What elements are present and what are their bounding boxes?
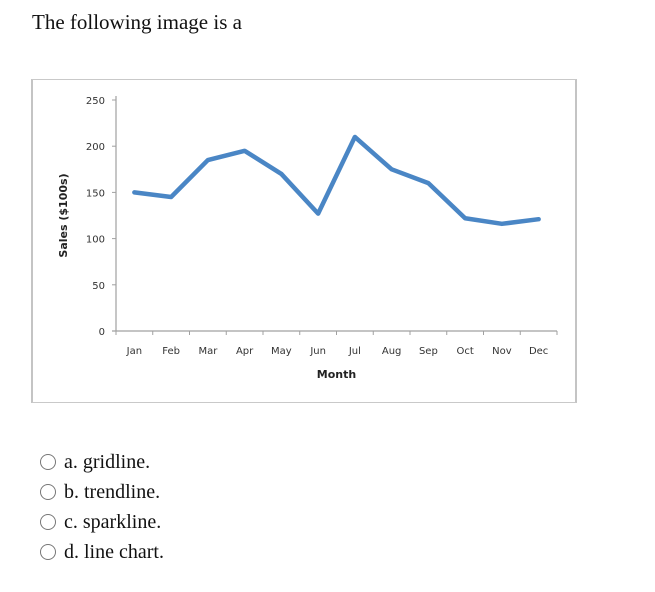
y-tick-label: 100 bbox=[86, 235, 105, 246]
x-tick-label: Nov bbox=[492, 346, 512, 357]
option-letter: c. bbox=[64, 510, 78, 533]
radio-button[interactable] bbox=[40, 484, 56, 500]
option-letter: a. bbox=[64, 450, 78, 473]
x-tick-label: Aug bbox=[382, 346, 402, 357]
x-tick-label: May bbox=[271, 346, 292, 357]
radio-button[interactable] bbox=[40, 514, 56, 530]
answer-options: a. gridline. b. trendline. c. sparkline.… bbox=[40, 447, 164, 567]
option-label: gridline. bbox=[82, 450, 151, 473]
y-tick-label: 150 bbox=[86, 188, 105, 199]
x-tick-label: Jan bbox=[126, 346, 142, 357]
y-axis-title: Sales ($100s) bbox=[57, 173, 70, 257]
y-tick-label: 50 bbox=[92, 281, 105, 292]
option-c[interactable]: c. sparkline. bbox=[40, 507, 164, 537]
x-tick-label: Dec bbox=[529, 346, 548, 357]
option-b[interactable]: b. trendline. bbox=[40, 477, 164, 507]
x-axis-title: Month bbox=[317, 368, 356, 381]
option-letter: d. bbox=[64, 540, 79, 563]
x-tick-label: Apr bbox=[236, 346, 254, 357]
x-tick-label: Sep bbox=[419, 346, 438, 357]
option-letter: b. bbox=[64, 480, 79, 503]
data-line bbox=[132, 134, 541, 227]
y-tick-label: 250 bbox=[86, 96, 105, 107]
option-a[interactable]: a. gridline. bbox=[40, 447, 164, 477]
chart-canvas: 0 50 100 150 200 250 Jan Feb Mar Apr May Jun Jul Aug S… bbox=[57, 96, 558, 381]
x-tick-label: Jul bbox=[348, 346, 361, 357]
line-chart: 0 50 100 150 200 250 Jan Feb Mar Apr May Jun Jul Aug S… bbox=[31, 79, 577, 403]
x-tick-label: Oct bbox=[456, 346, 473, 357]
option-label: trendline. bbox=[84, 480, 161, 503]
option-label: line chart. bbox=[84, 540, 164, 563]
option-d[interactable]: d. line chart. bbox=[40, 537, 164, 567]
question-text: The following image is a bbox=[32, 10, 242, 34]
y-tick-label: 0 bbox=[99, 327, 105, 338]
x-tick-label: Feb bbox=[162, 346, 180, 357]
y-tick-label: 200 bbox=[86, 142, 105, 153]
radio-button[interactable] bbox=[40, 454, 56, 470]
radio-button[interactable] bbox=[40, 544, 56, 560]
x-tick-label: Jun bbox=[309, 346, 326, 357]
x-tick-label: Mar bbox=[198, 346, 218, 357]
option-label: sparkline. bbox=[82, 510, 162, 533]
